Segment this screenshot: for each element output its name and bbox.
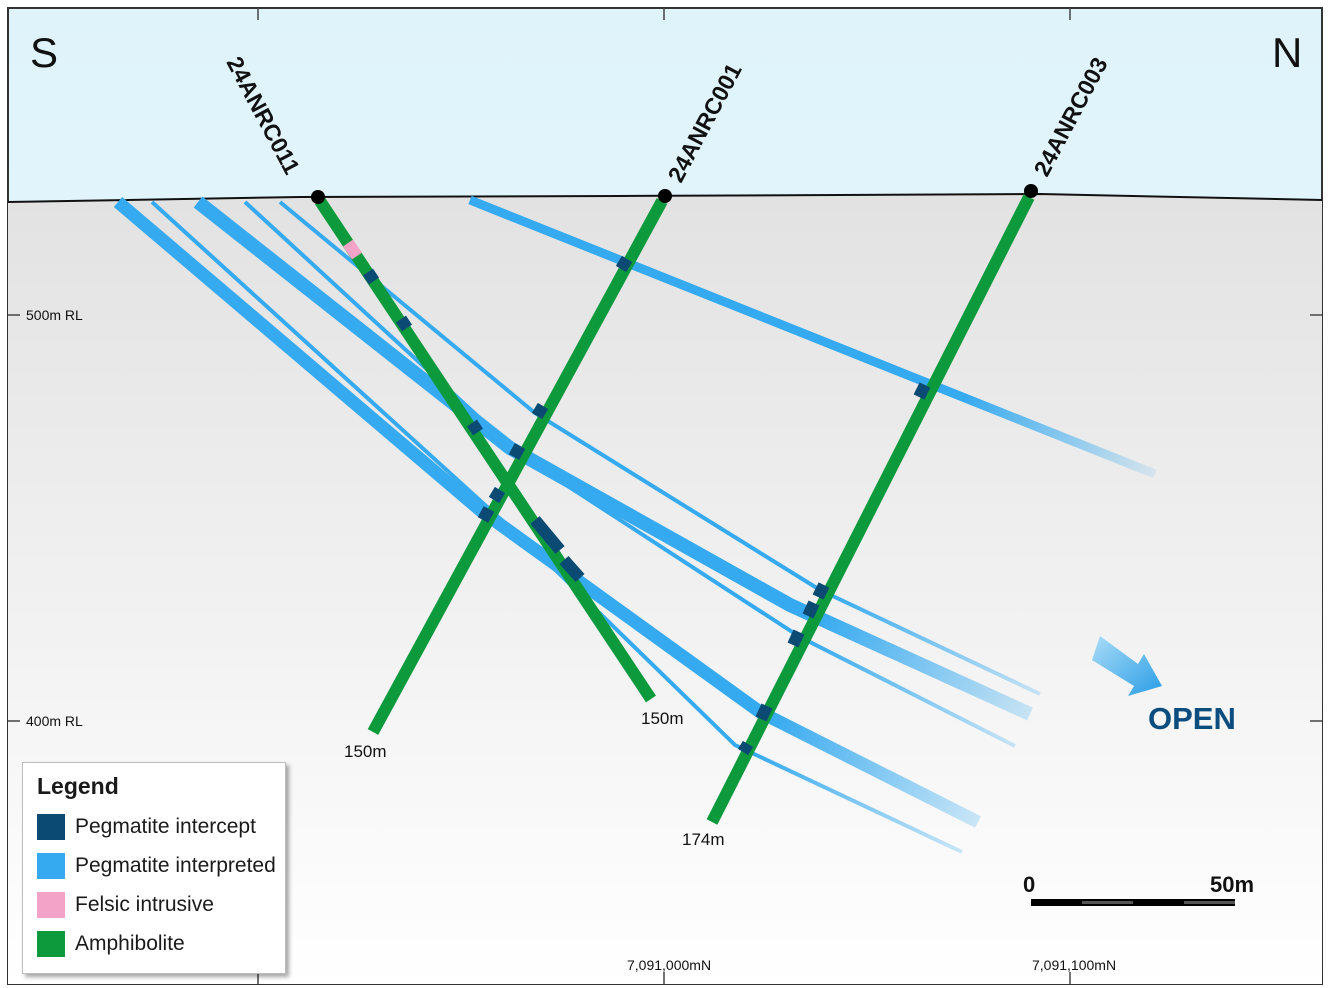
drill-trace-24anrc011	[315, 197, 656, 703]
depth-label-24anrc003: 174m	[682, 830, 725, 849]
legend-swatch	[37, 853, 65, 879]
legend-label: Amphibolite	[75, 932, 185, 955]
legend-title: Legend	[37, 773, 119, 799]
pegmatite-intercepts	[363, 255, 931, 756]
frame-ticks	[8, 8, 1322, 984]
collar-marker	[311, 190, 325, 204]
intercept	[787, 629, 805, 648]
northing-label-2: 7,091,100mN	[1032, 957, 1116, 973]
intercept	[477, 506, 495, 523]
depth-label-24anrc011: 150m	[641, 709, 684, 728]
depth-label-24anrc001: 150m	[344, 742, 387, 761]
intercept	[488, 486, 506, 504]
legend-label: Pegmatite intercept	[75, 815, 256, 838]
pegmatite-body	[193, 196, 1033, 721]
collar-marker	[1024, 184, 1038, 198]
legend-item-pegmatite-interpreted: Pegmatite interpreted	[37, 852, 276, 880]
intercept	[615, 255, 633, 273]
northing-label-1: 7,091,000mN	[627, 957, 711, 973]
pegmatite-body	[150, 200, 963, 854]
intercept	[737, 740, 754, 756]
intercept	[530, 516, 565, 554]
felsic-intrusive-segment	[343, 239, 362, 260]
scale-bar	[1031, 899, 1235, 906]
legend-box: Legend Pegmatite intercept Pegmatite int…	[22, 762, 286, 974]
direction-south: S	[30, 29, 58, 76]
intercept	[467, 419, 483, 436]
direction-north: N	[1272, 29, 1302, 76]
collar-marker	[658, 189, 672, 203]
intercept	[396, 315, 412, 332]
open-label: OPEN	[1148, 701, 1236, 736]
rl-label-500: 500m RL	[26, 307, 83, 323]
legend-label: Pegmatite interpreted	[75, 854, 276, 877]
pegmatite-body	[243, 200, 1016, 748]
intercept	[531, 402, 549, 420]
legend-label: Felsic intrusive	[75, 893, 214, 916]
pegmatite-body	[278, 200, 1041, 696]
intercept	[559, 556, 585, 582]
pegmatite-body	[113, 197, 981, 828]
pegmatite-body	[468, 195, 1157, 479]
legend-swatch	[37, 814, 65, 840]
intercept	[755, 703, 773, 722]
intercept	[812, 582, 830, 600]
drill-trace-24anrc001	[367, 198, 668, 735]
legend-item-felsic-intrusive: Felsic intrusive	[37, 891, 214, 919]
pegmatite-interpreted-bodies	[113, 195, 1157, 854]
legend-swatch	[37, 892, 65, 918]
scale-bar-start: 0	[1023, 872, 1035, 897]
scale-bar-end: 50m	[1210, 872, 1254, 897]
legend-item-amphibolite: Amphibolite	[37, 930, 185, 958]
legend-item-pegmatite-intercept: Pegmatite intercept	[37, 813, 256, 841]
intercept	[508, 443, 526, 460]
open-arrow-icon	[1092, 636, 1162, 696]
intercept	[363, 268, 379, 285]
intercept	[802, 600, 820, 619]
intercept	[913, 382, 931, 400]
drill-collars	[311, 184, 1038, 204]
legend-swatch	[37, 931, 65, 957]
rl-label-400: 400m RL	[26, 713, 83, 729]
